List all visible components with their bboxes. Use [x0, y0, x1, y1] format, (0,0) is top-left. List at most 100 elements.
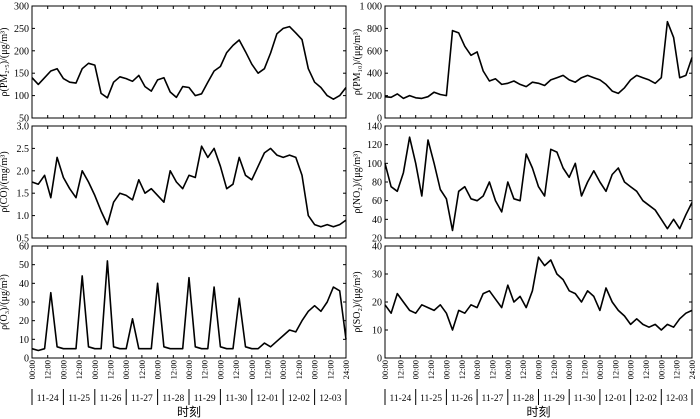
time-tick-label: 12:00 [325, 360, 335, 379]
date-label: 12-01 [256, 394, 278, 404]
y-tick-label: 3.0 [17, 122, 30, 133]
time-tick-label: 24:00 [687, 360, 697, 379]
time-tick-label: 12:00 [395, 360, 405, 379]
time-tick-label: 00:00 [184, 360, 194, 379]
time-tick-label: 12:00 [74, 360, 84, 379]
date-label: 12-02 [288, 394, 310, 404]
panel-pm25: 50 100 150 200 250 300 ρ(PM₂.₅)/(μg/m³) [0, 2, 347, 125]
series-line-pm10 [384, 20, 693, 100]
panel-so2: 0 10 20 30 40 ρ(SO₂)/(μg/m³) [352, 242, 693, 365]
y-tick-label: 2.5 [17, 144, 30, 155]
y-tick-label: 40 [19, 279, 29, 290]
time-tick-label: 00:00 [626, 360, 636, 379]
y-tick-label: 30 [19, 298, 29, 309]
time-tick-label: 12:00 [263, 360, 273, 379]
date-label: 12-01 [604, 394, 626, 404]
y-tick-label: 80 [372, 178, 382, 189]
y-tick-label: 100 [367, 159, 382, 170]
y-tick-label: 0.5 [17, 234, 30, 245]
panel-pm10: 0 200 400 600 800 1 000 ρ(PM₁₀)/(μg/m³) [352, 2, 693, 125]
time-tick-label: 00:00 [278, 360, 288, 379]
y-tick-label: 40 [372, 242, 382, 253]
time-tick-label: 12:00 [641, 360, 651, 379]
time-tick-label: 00:00 [656, 360, 666, 379]
y-tick-label: 2.0 [17, 166, 30, 177]
date-label: 11-27 [131, 394, 153, 404]
time-tick-label: 00:00 [58, 360, 68, 379]
y-tick-label: 60 [19, 242, 29, 253]
plot-frame [31, 245, 347, 359]
y-tick-label: 400 [367, 69, 382, 80]
date-label: 11-30 [574, 394, 596, 404]
y-tick-label: 800 [367, 24, 382, 35]
time-tick-label: 12:00 [426, 360, 436, 379]
y-tick-label: 1 000 [360, 2, 383, 13]
y-axis-label: ρ(NO₂)/(μg/m³) [352, 151, 363, 214]
series-line-co [31, 145, 347, 228]
y-axis-label: ρ(O₃)/(μg/m³) [0, 274, 10, 330]
time-tick-label: 24:00 [341, 360, 351, 379]
time-tick-label: 12:00 [106, 360, 116, 379]
y-tick-label: 40 [372, 215, 382, 226]
date-label: 11-29 [194, 394, 216, 404]
series-line-pm25 [31, 25, 347, 100]
time-axis-left: 00:00 12:00 00:00 12:00 00:00 12:00 00:00 12:00… [27, 360, 351, 419]
date-label: 12-03 [666, 394, 688, 404]
y-tick-label: 140 [367, 122, 382, 133]
date-label: 11-24 [37, 394, 59, 404]
series-line-o3 [31, 260, 347, 352]
y-tick-label: 300 [14, 2, 29, 13]
time-tick-label: 00:00 [534, 360, 544, 379]
y-tick-label: 20 [372, 298, 382, 309]
series-line-so2 [384, 256, 693, 331]
x-axis-title: 时刻 [526, 405, 550, 419]
time-tick-label: 12:00 [231, 360, 241, 379]
time-tick-label: 00:00 [310, 360, 320, 379]
y-tick-label: 600 [367, 46, 382, 57]
time-tick-label: 12:00 [610, 360, 620, 379]
y-tick-label: 0 [377, 354, 382, 365]
date-label: 11-26 [100, 394, 122, 404]
y-tick-label: 20 [19, 316, 29, 327]
y-tick-label: 10 [372, 326, 382, 337]
time-tick-label: 00:00 [90, 360, 100, 379]
time-tick-label: 00:00 [215, 360, 225, 379]
y-tick-label: 200 [367, 91, 382, 102]
date-label: 11-29 [543, 394, 565, 404]
y-tick-label: 150 [14, 69, 29, 80]
time-tick-label: 00:00 [441, 360, 451, 379]
date-label: 12-02 [635, 394, 657, 404]
time-tick-label: 12:00 [294, 360, 304, 379]
y-axis-label: ρ(SO₂)/(μg/m³) [352, 271, 363, 332]
time-tick-label: 00:00 [247, 360, 257, 379]
time-tick-label: 12:00 [518, 360, 528, 379]
date-label: 11-25 [420, 394, 442, 404]
time-tick-label: 00:00 [564, 360, 574, 379]
time-tick-label: 00:00 [595, 360, 605, 379]
time-tick-label: 00:00 [121, 360, 131, 379]
y-tick-label: 120 [367, 140, 382, 151]
time-tick-label: 12:00 [137, 360, 147, 379]
time-tick-label: 12:00 [549, 360, 559, 379]
series-line-no2 [384, 136, 693, 232]
y-axis-label: ρ(CO)/(mg/m³) [0, 151, 10, 212]
y-tick-label: 60 [372, 196, 382, 207]
panel-no2: 20 40 60 80 100 120 140 ρ(NO₂)/(μg/m³) [352, 122, 693, 245]
date-label: 11-25 [68, 394, 90, 404]
time-tick-label: 12:00 [457, 360, 467, 379]
time-tick-label: 12:00 [580, 360, 590, 379]
y-tick-label: 20 [372, 234, 382, 245]
y-tick-label: 100 [14, 91, 29, 102]
time-tick-label: 12:00 [200, 360, 210, 379]
time-tick-label: 00:00 [27, 360, 37, 379]
time-tick-label: 00:00 [153, 360, 163, 379]
time-tick-label: 00:00 [380, 360, 390, 379]
y-axis-label: ρ(PM₂.₅)/(μg/m³) [0, 28, 10, 97]
y-tick-label: 10 [19, 335, 29, 346]
y-tick-label: 1.0 [17, 211, 30, 222]
time-axis-right: 00:00 12:00 00:00 12:00 00:00 12:00 00:00 12:00… [380, 360, 697, 419]
y-tick-label: 30 [372, 270, 382, 281]
date-label: 12-03 [319, 394, 341, 404]
x-axis-title: 时刻 [177, 405, 201, 419]
